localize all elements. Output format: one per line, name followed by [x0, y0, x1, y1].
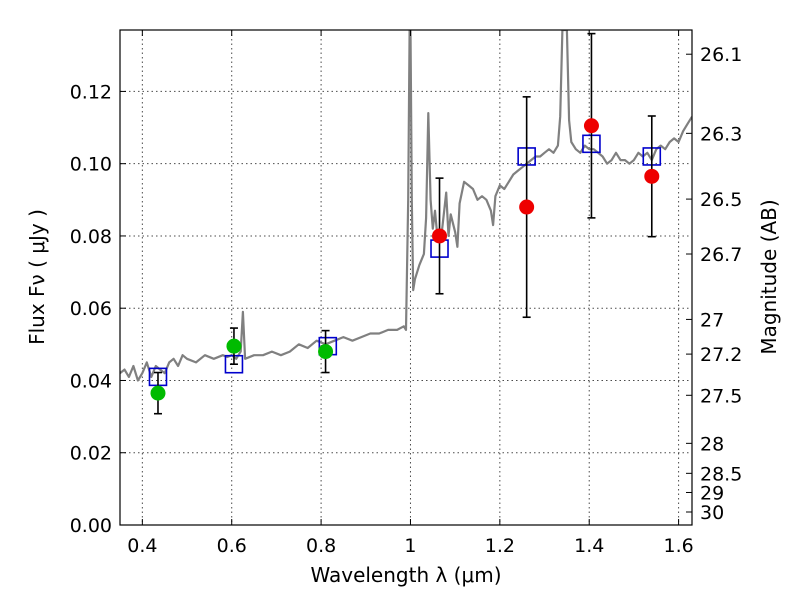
y-tick-label: 0.12: [70, 81, 112, 103]
magnitude-tick-label: 28: [700, 433, 724, 455]
marker-layer: [148, 32, 662, 415]
magnitude-tick-label: 27: [700, 309, 724, 331]
optical-observed-point: [318, 344, 334, 360]
nir-observed-point: [644, 168, 660, 184]
magnitude-tick-label: 29: [700, 482, 724, 504]
magnitude-tick-label: 27.5: [700, 385, 742, 407]
x-tick-label: 0.8: [306, 535, 336, 557]
x-tick-label: 0.4: [127, 535, 157, 557]
magnitude-tick-label: 27.2: [700, 344, 742, 366]
nir-observed-point: [432, 228, 448, 244]
optical-observed-point: [226, 338, 242, 354]
x-tick-label: 0.6: [217, 535, 247, 557]
model-spectrum-line: [120, 30, 692, 382]
x-tick-label: 1.4: [574, 535, 604, 557]
y-tick-label: 0.00: [70, 515, 112, 537]
magnitude-tick-label: 30: [700, 502, 724, 524]
x-axis-ticks: 0.4 0.6 0.8 1 1.2 1.4 1.6: [127, 30, 694, 557]
spectrum-layer: [120, 30, 692, 382]
y-axis-label: Flux Fν ( μJy ): [25, 209, 49, 345]
x-axis-label: Wavelength λ (μm): [310, 563, 501, 587]
x-tick-label: 1: [404, 535, 416, 557]
y-tick-label: 0.02: [70, 443, 112, 465]
plot-frame: [119, 29, 693, 526]
optical-observed-point: [150, 385, 166, 401]
y-axis-right-label: Magnitude (AB): [757, 199, 781, 354]
magnitude-tick-label: 28.5: [700, 463, 742, 485]
y-tick-label: 0.10: [70, 154, 112, 176]
magnitude-tick-label: 26.1: [700, 44, 742, 66]
nir-observed-point: [583, 118, 599, 134]
y-tick-label: 0.08: [70, 226, 112, 248]
nir-observed-point: [519, 199, 535, 215]
x-tick-label: 1.2: [485, 535, 515, 557]
magnitude-tick-label: 26.7: [700, 244, 742, 266]
y-tick-label: 0.06: [70, 298, 112, 320]
magnitude-tick-label: 26.3: [700, 123, 742, 145]
y-tick-label: 0.04: [70, 370, 112, 392]
magnitude-tick-label: 26.5: [700, 189, 742, 211]
x-tick-label: 1.6: [663, 535, 693, 557]
y-axis-ticks: 0.00 0.02 0.04 0.06 0.08 0.10 0.12: [70, 81, 126, 537]
